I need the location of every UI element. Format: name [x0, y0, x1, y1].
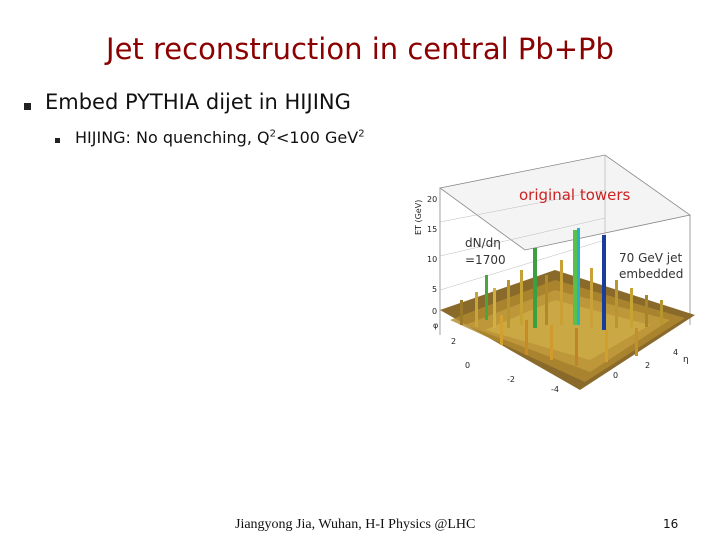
- eta-tick: -4: [551, 385, 559, 394]
- lego-plot-svg: 20 15 10 5 0 ET (GeV) 2 0 φ -4 -2 0 2 4 …: [414, 154, 695, 394]
- sub-bullet-sup-2: 2: [358, 128, 365, 140]
- tower-spike: [573, 230, 577, 325]
- slide-footer: Jiangyong Jia, Wuhan, H-I Physics @LHC: [235, 517, 476, 532]
- eta-tick: -2: [507, 375, 515, 384]
- grid-line: [439, 217, 606, 257]
- tower-bars: [460, 228, 663, 366]
- sub-bullet-sup-1: 2: [269, 128, 276, 140]
- eta-tick: 2: [645, 361, 650, 370]
- label-original-towers: original towers: [519, 186, 631, 204]
- z-axis-label: ET (GeV): [414, 200, 423, 235]
- sub-bullet-square-icon: [55, 138, 60, 143]
- label-jet-line1: 70 GeV jet: [619, 251, 683, 265]
- page-number: 16: [663, 517, 679, 531]
- z-tick: 0: [432, 307, 437, 316]
- z-tick: 20: [427, 195, 437, 204]
- lego-plot-figure: 20 15 10 5 0 ET (GeV) 2 0 φ -4 -2 0 2 4 …: [405, 150, 705, 410]
- grid-line: [439, 189, 606, 223]
- slide-title: Jet reconstruction in central Pb+Pb: [106, 32, 614, 66]
- sub-bullet-text-a: HIJING: No quenching, Q: [75, 128, 270, 147]
- tower-spike: [577, 228, 580, 325]
- tower-spike: [485, 275, 488, 320]
- eta-tick: 4: [673, 348, 678, 357]
- phi-axis-label: φ: [433, 321, 438, 330]
- bullet-embed-pythia: Embed PYTHIA dijet in HIJING: [45, 90, 351, 114]
- tower-spike: [533, 248, 537, 328]
- tower-field: [450, 280, 685, 382]
- eta-tick: 0: [613, 371, 618, 380]
- sub-bullet-text-b: <100 GeV: [275, 128, 359, 147]
- z-tick: 15: [427, 225, 437, 234]
- label-jet-line2: embedded: [619, 267, 683, 281]
- label-density-line1: dN/dη: [465, 236, 501, 250]
- eta-axis-label: η: [683, 355, 689, 365]
- z-tick: 10: [427, 255, 437, 264]
- label-density-line2: =1700: [465, 253, 506, 267]
- jet-tower-spike: [602, 235, 606, 330]
- phi-tick: 2: [451, 337, 456, 346]
- z-tick: 5: [432, 285, 437, 294]
- bullet-square-icon: [24, 103, 31, 110]
- phi-tick: 0: [465, 361, 470, 370]
- sub-bullet-hijing: HIJING: No quenching, Q2<100 GeV2: [75, 128, 365, 147]
